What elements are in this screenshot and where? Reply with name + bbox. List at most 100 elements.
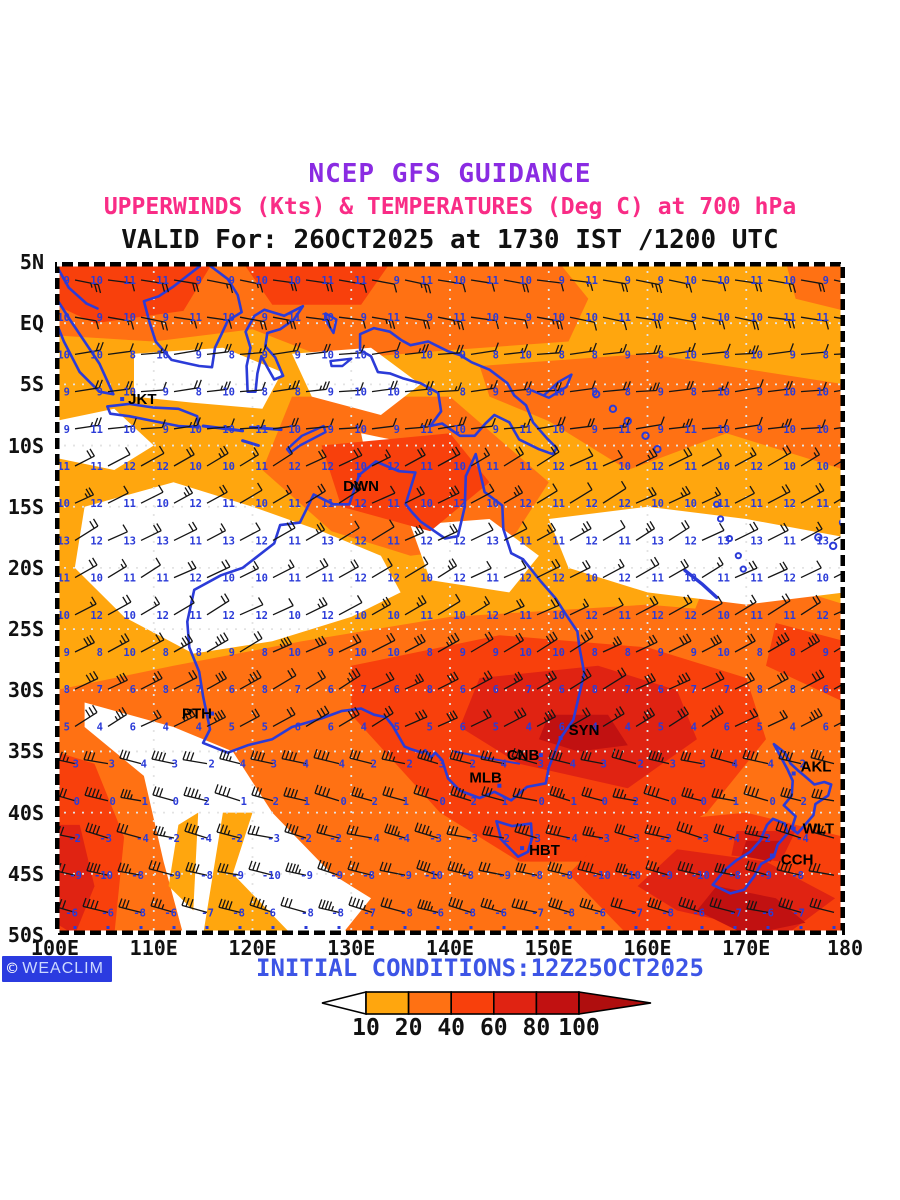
wind-barb: -2	[329, 824, 373, 845]
wind-barb: -6	[431, 896, 472, 919]
wind-barb: 2	[372, 786, 406, 808]
temperature-value: 8	[658, 349, 664, 361]
temperature-value: 5	[262, 721, 268, 733]
temperature-value: -3	[528, 833, 541, 845]
temperature-value: 10	[651, 498, 664, 510]
temperature-value: 11	[750, 275, 763, 287]
wind-barb: 6	[394, 673, 425, 696]
temperature-value: 11	[618, 535, 631, 547]
wind-barb: 10	[255, 559, 295, 585]
bottom-edge-dot	[766, 926, 770, 929]
temperature-value: 4	[303, 759, 309, 771]
temperature-value: -2	[68, 833, 81, 845]
temperature-value: 12	[585, 535, 598, 547]
temperature-value: 7	[625, 684, 631, 696]
temperature-value: 13	[222, 535, 235, 547]
temperature-value: 13	[321, 535, 334, 547]
wind-barb: 10	[585, 558, 625, 585]
wind-barb: 12	[585, 597, 624, 622]
wind-barb: 4	[790, 708, 823, 733]
wind-barb: -8	[131, 860, 175, 882]
coastline-nz-south-island	[711, 817, 789, 895]
lat-label-25S: 25S	[7, 617, 44, 642]
station-dot-HBT	[520, 846, 525, 851]
wind-barb: 9	[757, 418, 793, 436]
temperature-value: 10	[717, 387, 730, 399]
wind-barb: 9	[97, 380, 133, 399]
wind-barb: 9	[64, 417, 102, 436]
temperature-value: 9	[691, 647, 697, 659]
temperature-value: 12	[552, 461, 565, 473]
temperature-value: -6	[431, 907, 444, 919]
temperature-value: 10	[453, 424, 466, 436]
wind-barb: 8	[130, 344, 168, 361]
temperature-value: 0	[439, 796, 445, 808]
temperature-value: 10	[519, 275, 532, 287]
temperature-value: 9	[229, 647, 235, 659]
wind-barb: 2	[371, 750, 406, 771]
temperature-value: 10	[816, 387, 829, 399]
wind-barb: 4	[768, 749, 802, 771]
temperature-value: 12	[189, 573, 202, 585]
temperature-value: 12	[453, 573, 466, 585]
temperature-value: 0	[340, 796, 346, 808]
wind-barb: 4	[339, 749, 373, 771]
temperature-value: 13	[717, 535, 730, 547]
temperature-value: 2	[633, 796, 639, 808]
temperature-value: 2	[470, 759, 476, 771]
wind-barb: 12	[288, 449, 327, 473]
wind-barb: 11	[420, 446, 461, 473]
wind-barb: 12	[585, 519, 626, 547]
coastline-new-caledonia	[683, 568, 719, 599]
temperature-value: 12	[321, 610, 334, 622]
colorbar-segment	[407, 991, 452, 1015]
temperature-value: 12	[618, 498, 631, 510]
wind-barb: 11	[288, 522, 326, 547]
temperature-value: 9	[64, 647, 70, 659]
wind-barb: 12	[453, 522, 494, 547]
temperature-value: 8	[64, 684, 70, 696]
temperature-value: 8	[691, 387, 697, 399]
river-murray	[453, 750, 521, 765]
island-solomons	[653, 445, 662, 454]
wind-barb: 11	[420, 593, 461, 622]
wind-barb: -3	[627, 824, 670, 845]
wind-barb: 11	[618, 312, 662, 329]
temperature-value: 6	[559, 684, 565, 696]
wind-barb: 8	[790, 633, 821, 659]
temperature-value: 7	[361, 684, 367, 696]
lon-label-110E: 110E	[129, 936, 178, 960]
wind-barb: 4	[691, 705, 724, 733]
wind-barb: 8	[64, 670, 99, 696]
temperature-value: -8	[362, 870, 375, 882]
bottom-edge-dot	[337, 926, 341, 929]
temperature-value: 8	[823, 349, 829, 361]
temperature-value: 10	[585, 312, 598, 324]
temperature-value: 7	[295, 684, 301, 696]
temperature-value: 10	[57, 312, 70, 324]
temperature-value: 8	[592, 349, 598, 361]
wind-barb: -2	[758, 821, 802, 845]
colorbar-segment	[450, 991, 495, 1015]
coastline-malay-peninsula	[55, 262, 99, 310]
temperature-value: 10	[321, 349, 334, 361]
wind-barb: 8	[625, 382, 661, 399]
temperature-value: -8	[791, 870, 804, 882]
temperature-value: 9	[625, 275, 631, 287]
logo-text: WEACLIM	[22, 960, 104, 977]
temperature-value: -3	[465, 833, 478, 845]
temperature-value: -6	[101, 907, 114, 919]
weaclim-logo[interactable]: © WEACLIM	[2, 956, 112, 982]
wind-barb: 12	[618, 486, 657, 510]
temperature-value: 8	[262, 647, 268, 659]
wind-barb: 10	[321, 312, 367, 329]
temperature-value: 8	[790, 684, 796, 696]
station-label-JKT: JKT	[128, 391, 156, 408]
wind-barb: 10	[387, 380, 434, 399]
temperature-value: -8	[463, 907, 476, 919]
temperature-value: 4	[732, 759, 738, 771]
colorbar-value-80: 80	[522, 1015, 551, 1041]
temperature-value: 12	[123, 461, 136, 473]
temperature-value: 10	[354, 424, 367, 436]
temperature-value: 10	[123, 312, 136, 324]
